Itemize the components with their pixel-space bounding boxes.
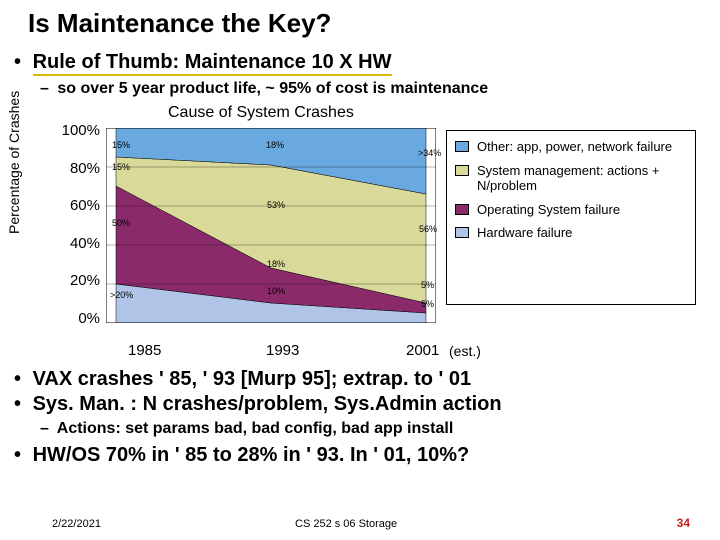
legend-text-sysman: System management: actions + N/problem	[477, 163, 687, 194]
label-right-5a: 5%	[421, 280, 434, 290]
footer-pagenum: 34	[677, 516, 690, 530]
legend-item-sysman: System management: actions + N/problem	[455, 163, 687, 194]
bullet-dot-icon: •	[14, 393, 21, 415]
bullet-dot-icon: •	[14, 368, 21, 390]
slide-title: Is Maintenance the Key?	[0, 8, 720, 45]
bullet-sysman: • Sys. Man. : N crashes/problem, Sys.Adm…	[0, 393, 720, 416]
bullet-dot-icon: •	[14, 444, 21, 466]
label-mid-18b: 18%	[267, 259, 285, 269]
footer-date: 2/22/2021	[52, 518, 101, 530]
label-left-15b: 15%	[112, 162, 130, 172]
legend-text-hardware: Hardware failure	[477, 225, 572, 241]
bullet-vax: • VAX crashes ' 85, ' 93 [Murp 95]; extr…	[0, 368, 720, 391]
chart-region: Cause of System Crashes Percentage of Cr…	[6, 104, 696, 366]
label-right-34: >34%	[418, 148, 441, 158]
bullet-rule-of-thumb: • Rule of Thumb: Maintenance 10 X HW	[0, 51, 720, 76]
footer-center: CS 252 s 06 Storage	[295, 518, 397, 530]
swatch-other	[455, 141, 469, 152]
legend-item-hardware: Hardware failure	[455, 225, 687, 241]
sub-bullet-actions-text: Actions: set params bad, bad config, bad…	[57, 420, 454, 437]
slide-root: Is Maintenance the Key? • Rule of Thumb:…	[0, 0, 720, 540]
bullet-hwos-text: HW/OS 70% in ' 85 to 28% in ' 93. In ' 0…	[33, 444, 470, 466]
legend-item-os: Operating System failure	[455, 202, 687, 218]
swatch-hardware	[455, 227, 469, 238]
dash-icon: –	[40, 420, 49, 437]
swatch-os	[455, 204, 469, 215]
label-left-50: 50%	[112, 218, 130, 228]
bullet-vax-text: VAX crashes ' 85, ' 93 [Murp 95]; extrap…	[33, 368, 472, 390]
bullet-sysman-text: Sys. Man. : N crashes/problem, Sys.Admin…	[33, 393, 502, 415]
label-right-5b: 5%	[421, 299, 434, 309]
bullet-dot-icon: •	[14, 51, 21, 73]
sub-bullet-cost: – so over 5 year product life, ~ 95% of …	[0, 80, 720, 98]
legend-text-other: Other: app, power, network failure	[477, 139, 672, 155]
label-right-56: 56%	[419, 224, 437, 234]
swatch-sysman	[455, 165, 469, 176]
xtick-1985: 1985	[128, 342, 161, 359]
label-left-20: >20%	[110, 290, 133, 300]
ytick-20: 20%	[52, 272, 100, 289]
label-left-15a: 15%	[112, 140, 130, 150]
label-mid-53: 53%	[267, 200, 285, 210]
ytick-80: 80%	[52, 160, 100, 177]
ytick-40: 40%	[52, 235, 100, 252]
xtick-2001: 2001	[406, 342, 439, 359]
sub-bullet-actions: – Actions: set params bad, bad config, b…	[0, 420, 720, 438]
ytick-60: 60%	[52, 197, 100, 214]
y-axis-label: Percentage of Crashes	[6, 91, 22, 234]
ytick-0: 0%	[52, 310, 100, 327]
xtick-1993: 1993	[266, 342, 299, 359]
sub-bullet-cost-text: so over 5 year product life, ~ 95% of co…	[57, 80, 488, 97]
legend-item-other: Other: app, power, network failure	[455, 139, 687, 155]
label-mid-10: 10%	[267, 286, 285, 296]
ytick-100: 100%	[52, 122, 100, 139]
chart-legend: Other: app, power, network failure Syste…	[446, 130, 696, 305]
label-mid-18: 18%	[266, 140, 284, 150]
dash-icon: –	[40, 80, 49, 97]
est-label: (est.)	[449, 343, 481, 359]
bullet-hwos: • HW/OS 70% in ' 85 to 28% in ' 93. In '…	[0, 444, 720, 467]
chart-title: Cause of System Crashes	[168, 104, 354, 122]
bullet-rule-text: Rule of Thumb: Maintenance 10 X HW	[33, 51, 392, 76]
legend-text-os: Operating System failure	[477, 202, 620, 218]
